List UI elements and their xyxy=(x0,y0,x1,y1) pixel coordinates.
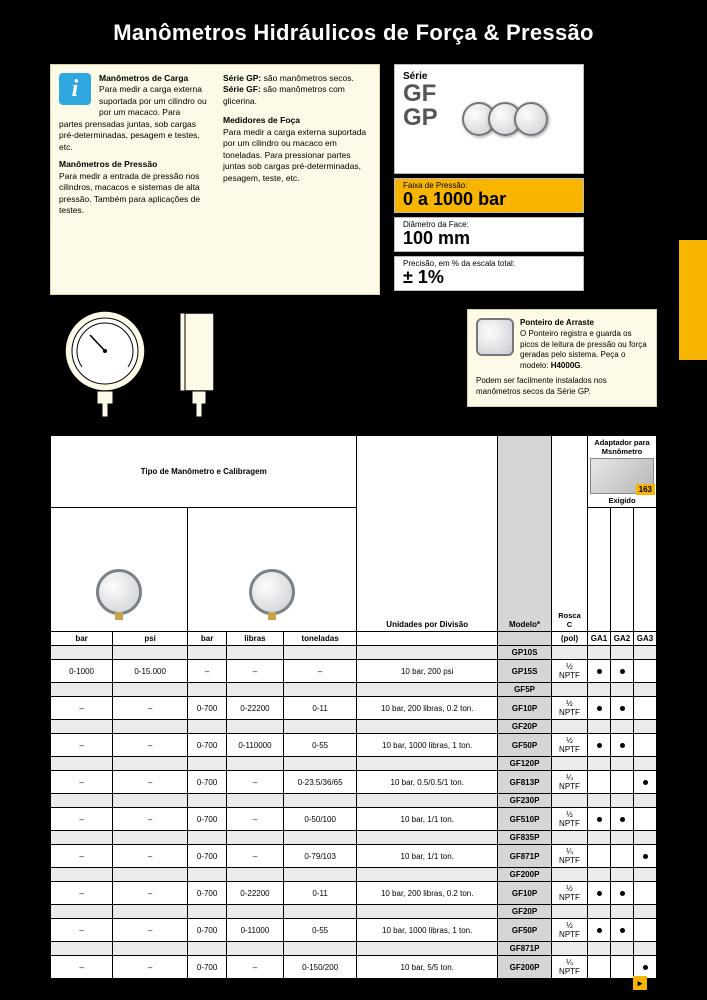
table-row: ––0-7000-222000-1110 bar, 200 libras, 0.… xyxy=(51,697,657,720)
gauge-icon-2 xyxy=(249,569,295,615)
info-h1: Manômetros de Carga xyxy=(99,73,188,83)
info-p3: Para medir a carga externa suportada por… xyxy=(223,127,371,184)
series-box: Série GF GP xyxy=(394,64,584,174)
adapter-image: 163 xyxy=(590,458,654,494)
table-row: ––0-700–0-50/10010 bar, 1/1 ton.GF510P½ … xyxy=(51,808,657,831)
info-h2: Manômetros de Pressão xyxy=(59,159,157,169)
footer-brand-icon: ▸ xyxy=(633,976,647,990)
table-row: GF200P xyxy=(51,868,657,882)
series-image xyxy=(444,71,575,167)
spec-table: Tipo de Manômetro e Calibragem Unidades … xyxy=(50,435,657,979)
table-row: GF120P xyxy=(51,757,657,771)
info-p1a: Para medir a carga externa suportada por… xyxy=(99,84,207,117)
gauge-side-diagram xyxy=(174,309,224,421)
gauge-icon-1 xyxy=(96,569,142,615)
spec-box: Faixa de Pressão:0 a 1000 bar xyxy=(394,178,584,213)
table-row: GF871P xyxy=(51,942,657,956)
side-tab xyxy=(679,240,707,360)
info-p1b: partes prensadas juntas, sob cargas pré-… xyxy=(59,119,207,153)
page-title: Manômetros Hidráulicos de Força & Pressã… xyxy=(50,20,657,46)
pointer-box: Ponteiro de Arraste O Ponteiro registra … xyxy=(467,309,657,407)
table-row: ––0-700–0-23.5/36/6510 bar, 0.5/0.5/1 to… xyxy=(51,771,657,794)
diagram-area xyxy=(50,309,380,421)
spec-box: Precisão, em % da escala total:± 1% xyxy=(394,256,584,291)
table-row: GP10S xyxy=(51,646,657,660)
table-row: GF230P xyxy=(51,794,657,808)
table-row: 0-10000-15.000–––10 bar, 200 psiGP15S½ N… xyxy=(51,660,657,683)
table-row: GF20P xyxy=(51,905,657,919)
table-row: ––0-700–0-79/10310 bar, 1/1 ton.GF871P¼ … xyxy=(51,845,657,868)
pointer-image xyxy=(476,318,514,356)
gauge-front-diagram xyxy=(60,309,150,421)
spec-box: Diâmetro da Face:100 mm xyxy=(394,217,584,252)
table-row: ––0-7000-110000-5510 bar, 1000 libras, 1… xyxy=(51,919,657,942)
info-icon: i xyxy=(59,73,91,105)
table-row: ––0-7000-1100000-5510 bar, 1000 libras, … xyxy=(51,734,657,757)
table-row: GF5P xyxy=(51,683,657,697)
table-row: ––0-7000-222000-1110 bar, 200 libras, 0.… xyxy=(51,882,657,905)
info-h3: Medidores de Foça xyxy=(223,115,300,125)
table-row: GF835P xyxy=(51,831,657,845)
info-p2: Para medir a entrada de pressão nos cili… xyxy=(59,171,207,217)
info-panel: i Manômetros de Carga Para medir a carga… xyxy=(50,64,380,295)
table-row: ––0-700–0-150/20010 bar, 5/5 ton.GF200P¼… xyxy=(51,956,657,979)
table-row: GF20P xyxy=(51,720,657,734)
